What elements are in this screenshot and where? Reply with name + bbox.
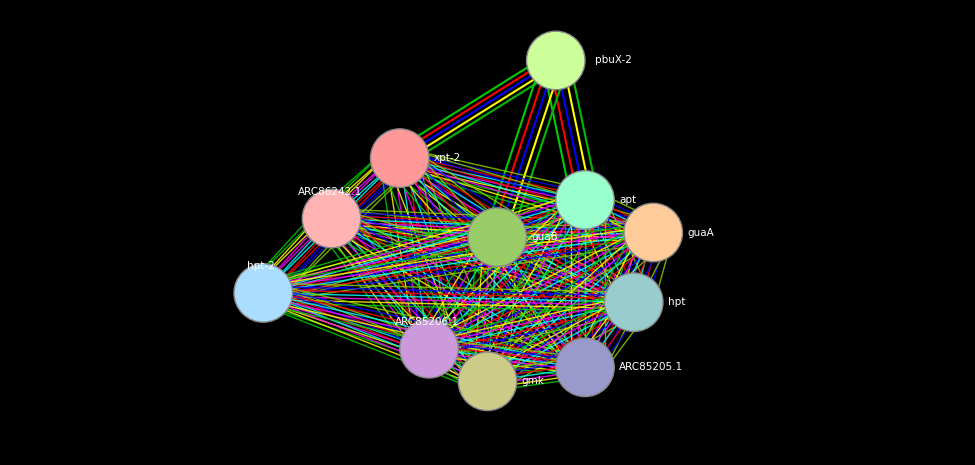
Ellipse shape [604,273,663,332]
Ellipse shape [370,129,429,187]
Text: hpt: hpt [668,297,685,307]
Text: guaB: guaB [531,232,558,242]
Text: xpt-2: xpt-2 [434,153,461,163]
Text: ARC85206.1: ARC85206.1 [395,317,459,327]
Text: pbuX-2: pbuX-2 [595,55,632,66]
Ellipse shape [458,352,517,411]
Text: gmk: gmk [522,376,544,386]
Ellipse shape [556,338,614,397]
Ellipse shape [468,208,526,266]
Ellipse shape [400,319,458,378]
Text: ARC85205.1: ARC85205.1 [619,362,683,372]
Ellipse shape [526,31,585,90]
Ellipse shape [234,264,292,322]
Text: ARC86242.1: ARC86242.1 [297,186,362,197]
Ellipse shape [624,203,682,262]
Text: guaA: guaA [687,227,714,238]
Text: hpt-2: hpt-2 [248,261,275,271]
Text: apt: apt [619,195,637,205]
Ellipse shape [556,171,614,229]
Ellipse shape [302,189,361,248]
